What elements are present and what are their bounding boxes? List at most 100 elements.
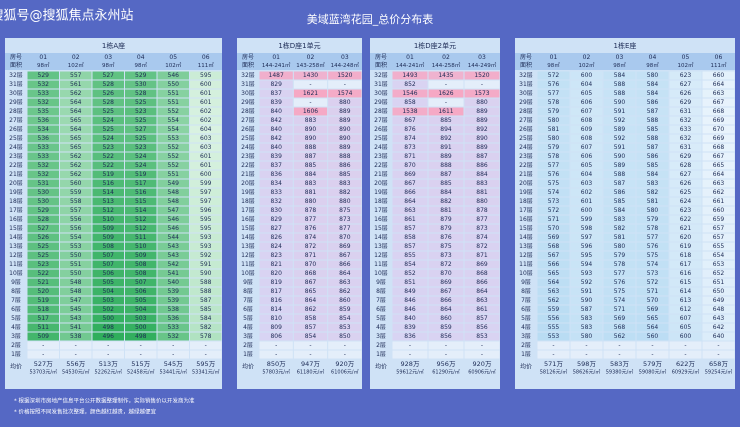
price-cell <box>603 260 636 269</box>
price: 586 <box>647 99 659 106</box>
price-cell <box>603 179 636 188</box>
price: 565 <box>647 315 659 322</box>
price-cell <box>603 314 636 323</box>
floor-label: 27层 <box>9 117 23 124</box>
price: - <box>651 342 653 349</box>
floor-label: 23层 <box>374 153 388 160</box>
header-row <box>5 53 222 70</box>
price: 507 <box>103 261 115 268</box>
price: 659 <box>713 216 725 223</box>
price: 554 <box>70 234 82 241</box>
price-cell <box>603 71 636 80</box>
price-cell <box>157 287 189 296</box>
price: 604 <box>581 81 593 88</box>
price-cell <box>259 116 293 125</box>
floor-label: 25层 <box>241 135 255 142</box>
column-room: 02 <box>72 54 80 61</box>
price: 513 <box>103 198 115 205</box>
floor-label: 12层 <box>374 252 388 259</box>
price-cell <box>190 314 222 323</box>
price: 528 <box>135 90 147 97</box>
price: 526 <box>38 234 50 241</box>
header-row <box>370 53 500 70</box>
price-cell <box>603 233 636 242</box>
price: 595 <box>200 216 212 223</box>
price: 890 <box>339 126 351 133</box>
price: 888 <box>305 144 317 151</box>
price-cell <box>603 224 636 233</box>
floor-label: 8层 <box>11 288 21 295</box>
floor-label: 26层 <box>241 126 255 133</box>
price: 871 <box>404 153 416 160</box>
price-cell <box>603 116 636 125</box>
floor-label: 16层 <box>9 216 23 223</box>
price: 854 <box>404 261 416 268</box>
avg-total: 583万 <box>610 360 629 368</box>
price-cell <box>603 350 636 359</box>
column-area: 98㎡ <box>646 61 659 69</box>
price: 604 <box>200 126 212 133</box>
price-cell <box>537 161 570 170</box>
price-cell <box>259 305 293 314</box>
price: 586 <box>647 153 659 160</box>
price: 575 <box>647 252 659 259</box>
floor-label: 26层 <box>374 126 388 133</box>
price: 595 <box>581 252 593 259</box>
price-cell <box>603 89 636 98</box>
price-cell <box>669 197 702 206</box>
table-name: 1栋D座2单元 <box>414 41 456 50</box>
price-cell <box>27 260 59 269</box>
price: 885 <box>339 171 351 178</box>
price-cell <box>328 71 362 80</box>
price: 1626 <box>438 90 453 97</box>
price-cell <box>293 152 328 161</box>
floor-label: 3层 <box>243 333 253 340</box>
price-cell <box>60 296 92 305</box>
price: 553 <box>70 243 82 250</box>
price-cell <box>27 188 59 197</box>
price-cell <box>669 251 702 260</box>
price-cell <box>328 242 362 251</box>
price: 633 <box>680 126 692 133</box>
price: 508 <box>135 270 147 277</box>
price-cell <box>428 251 464 260</box>
price-cell <box>190 98 222 107</box>
price: 548 <box>70 288 82 295</box>
price-cell <box>603 269 636 278</box>
price: 870 <box>404 162 416 169</box>
price: 837 <box>270 162 282 169</box>
price-cell <box>702 134 735 143</box>
price-cell <box>702 260 735 269</box>
price-cell <box>464 125 500 134</box>
price: 1574 <box>337 90 352 97</box>
price: 1611 <box>438 108 453 115</box>
price: 809 <box>270 324 282 331</box>
price: 869 <box>476 261 488 268</box>
price: 862 <box>305 306 317 313</box>
price-cell <box>570 287 603 296</box>
price: 894 <box>440 126 452 133</box>
price-cell <box>669 314 702 323</box>
price-cell <box>392 323 428 332</box>
price-cell <box>392 98 428 107</box>
price: - <box>651 351 653 358</box>
price-cell <box>190 125 222 134</box>
price: 606 <box>581 153 593 160</box>
price: 552 <box>168 162 180 169</box>
price: 874 <box>305 234 317 241</box>
price: 627 <box>680 81 692 88</box>
price: 525 <box>135 117 147 124</box>
price: 846 <box>404 297 416 304</box>
price-cell <box>157 350 189 359</box>
price-cell <box>60 332 92 341</box>
price-cell <box>570 143 603 152</box>
price-cell <box>125 323 157 332</box>
column-room: 04 <box>137 54 145 61</box>
price-cell <box>27 341 59 350</box>
price-cell <box>27 89 59 98</box>
price-cell <box>190 143 222 152</box>
price-cell <box>702 269 735 278</box>
floor-label: 27层 <box>241 117 255 124</box>
price-cell <box>190 341 222 350</box>
price-cell <box>636 350 669 359</box>
